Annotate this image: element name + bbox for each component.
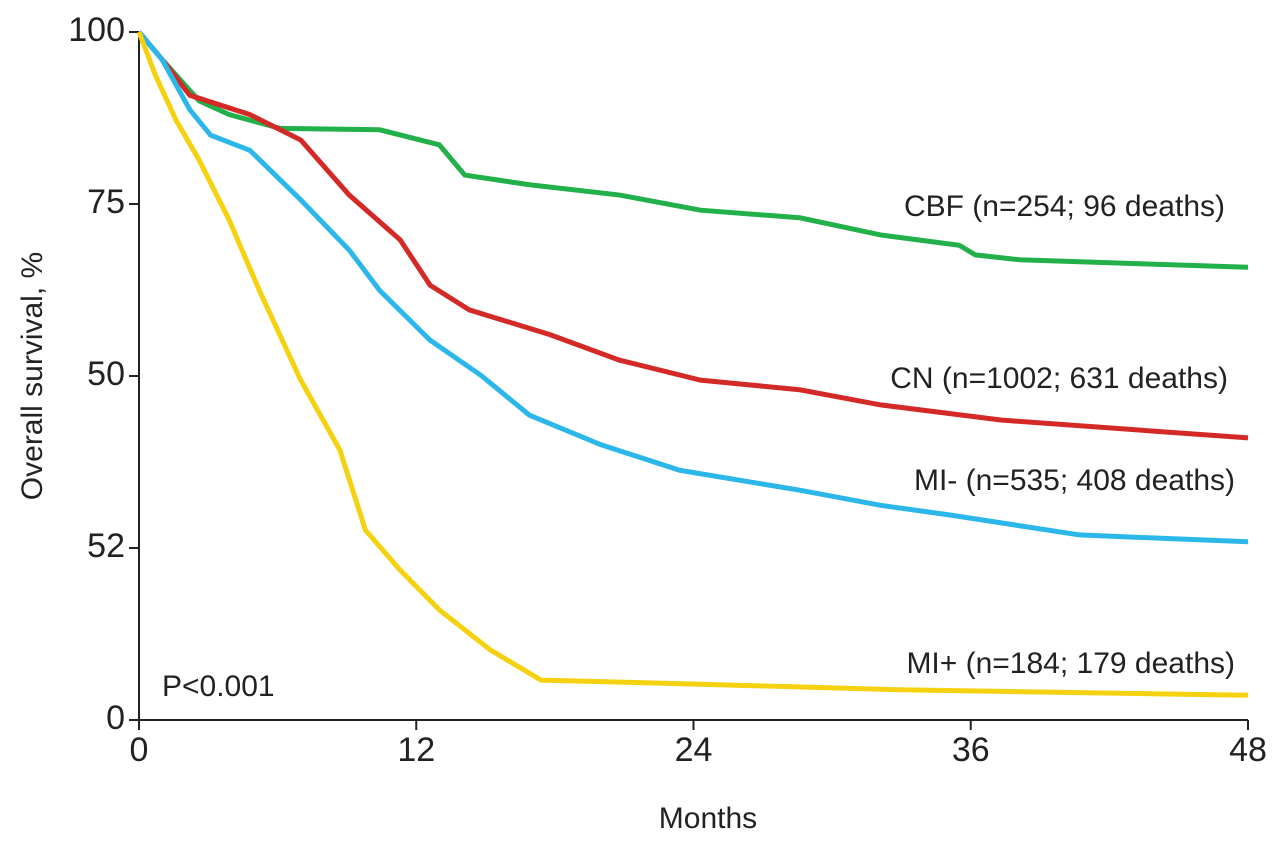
annotation: P<0.001 (162, 670, 275, 703)
x-tick-label: 12 (397, 731, 435, 769)
series-label: MI- (n=535; 408 deaths) (914, 464, 1235, 497)
x-tick-label: 0 (130, 731, 149, 769)
y-axis-label: Overall survival, % (16, 252, 49, 500)
y-tick-label: 0 (106, 699, 125, 737)
y-tick-label: 75 (87, 183, 125, 221)
y-tick-label: 100 (68, 11, 125, 49)
series-label: CN (n=1002; 631 deaths) (890, 362, 1228, 395)
x-tick-label: 36 (952, 731, 990, 769)
survival-curve (137, 30, 1249, 545)
survival-curve (137, 30, 1249, 441)
x-tick-label: 24 (675, 731, 713, 769)
y-tick-label: 50 (87, 355, 125, 393)
x-tick-label: 48 (1229, 731, 1267, 769)
series-label: CBF (n=254; 96 deaths) (904, 190, 1225, 223)
y-tick-label: 52 (87, 527, 125, 565)
survival-curve (137, 30, 1249, 270)
series-label: MI+ (n=184; 179 deaths) (906, 647, 1235, 680)
survival-curve (136, 31, 1249, 698)
x-axis-label: Months (659, 802, 757, 835)
